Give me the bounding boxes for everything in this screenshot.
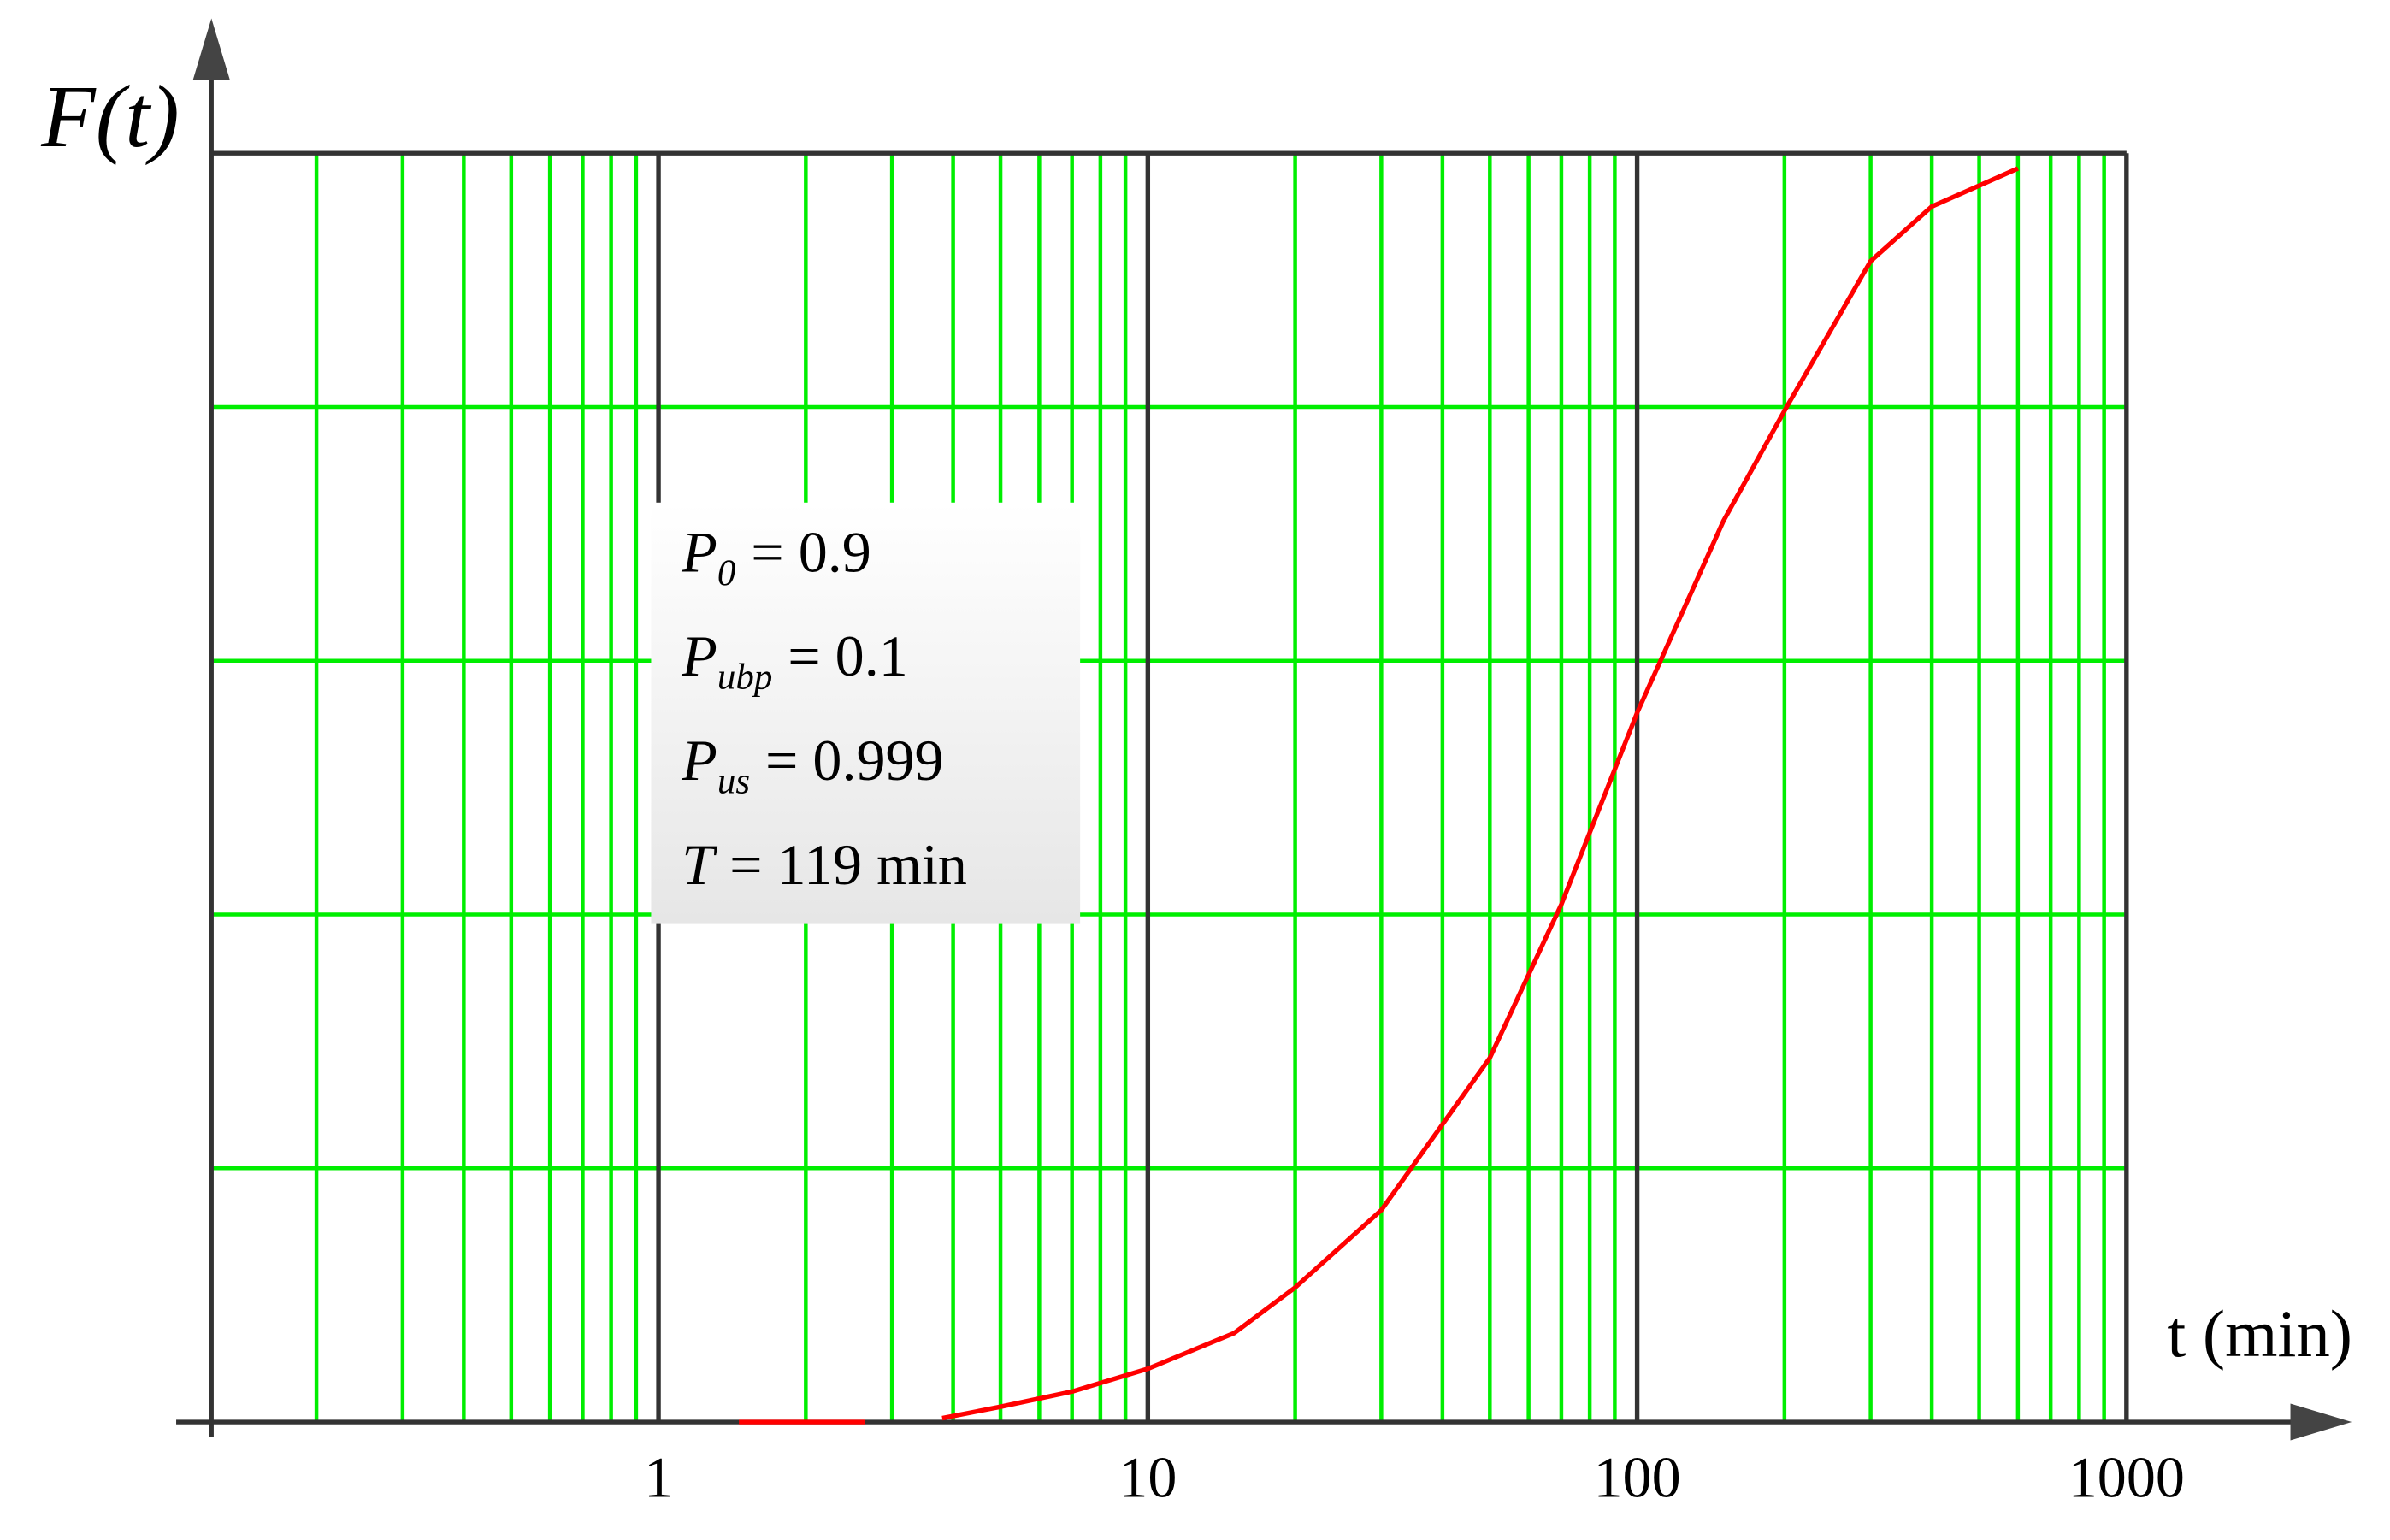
annotation: Pus = 0.999	[681, 728, 943, 802]
annotation-symbol: P	[681, 623, 717, 688]
grid	[211, 150, 2129, 1423]
annotation-text: = 0.999	[765, 728, 944, 793]
annotation-text: = 0.1	[788, 623, 908, 688]
annotation-symbol: T	[682, 831, 717, 896]
y-axis-arrow	[192, 18, 230, 80]
annotation-text: = 119 min	[729, 831, 967, 896]
annotation-box	[651, 502, 1081, 924]
annotation: T = 119 min	[682, 831, 967, 896]
annotation-subscript: ubp	[717, 658, 772, 698]
x-tick-label: 1000	[2068, 1444, 2185, 1509]
axes	[176, 18, 2352, 1441]
annotation-text: = 0.9	[751, 519, 871, 584]
annotation-symbol: P	[681, 728, 717, 793]
y-axis-label: F(t)	[40, 68, 180, 166]
data-line	[739, 166, 2019, 1425]
annotation: P0 = 0.9	[681, 519, 871, 593]
annotation-subscript: 0	[717, 553, 735, 593]
x-tick-label: 10	[1118, 1444, 1177, 1509]
x-tick-label: 1	[644, 1444, 673, 1509]
marks	[739, 166, 2019, 1425]
annotation-subscript: us	[717, 761, 750, 801]
x-axis-arrow	[2290, 1403, 2352, 1441]
annotation: Pubp = 0.1	[681, 623, 908, 698]
annotation-symbol: P	[681, 519, 717, 584]
x-tick-label: 100	[1594, 1444, 1681, 1509]
x-axis-label: t (min)	[2167, 1297, 2352, 1372]
